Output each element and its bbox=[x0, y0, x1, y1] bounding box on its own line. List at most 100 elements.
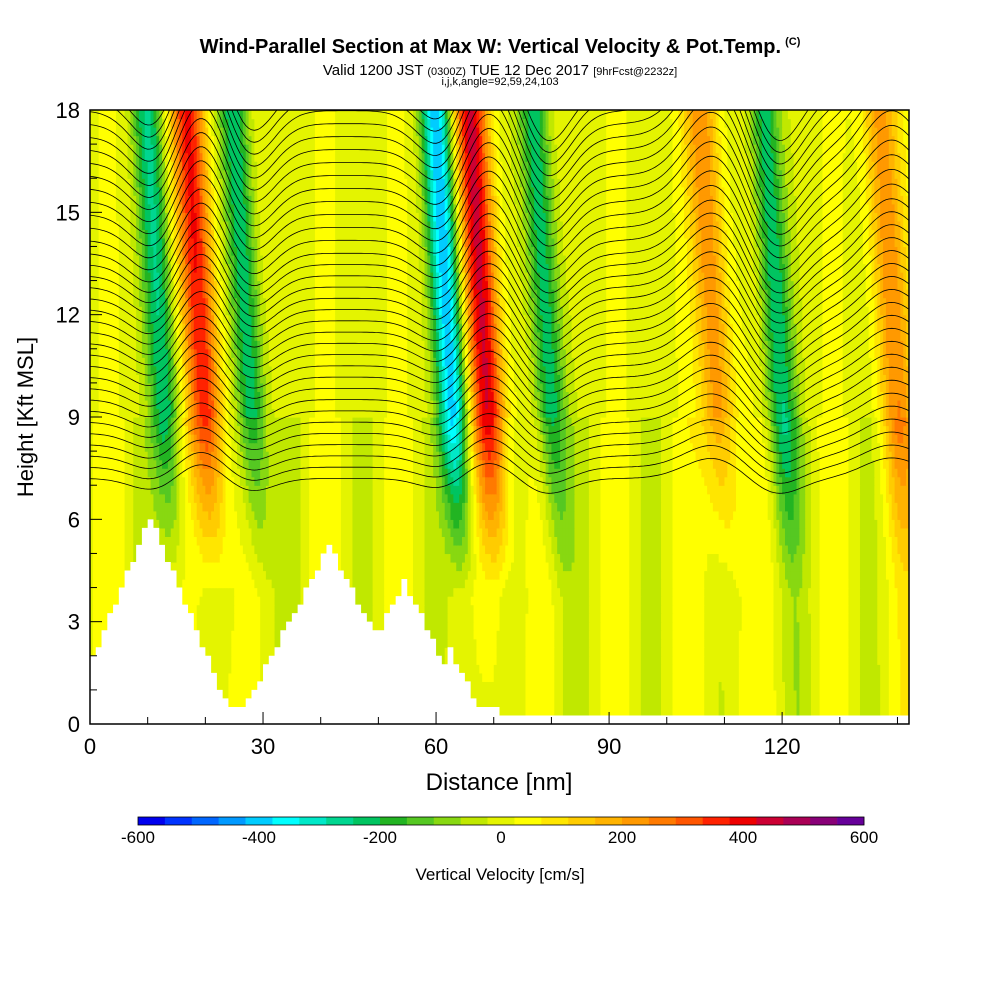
field-cell bbox=[525, 664, 529, 674]
field-cell bbox=[819, 681, 824, 691]
field-cell bbox=[531, 706, 535, 717]
field-cell bbox=[733, 681, 737, 691]
field-cell bbox=[237, 681, 241, 691]
field-cell bbox=[842, 706, 847, 717]
field-cell bbox=[464, 672, 469, 682]
field-cell bbox=[485, 681, 489, 691]
field-cell bbox=[525, 706, 529, 717]
field-cell bbox=[710, 706, 714, 717]
field-cell bbox=[799, 698, 803, 708]
field-cell bbox=[802, 698, 806, 708]
field-cell bbox=[868, 681, 873, 691]
chart-title: Wind-Parallel Section at Max W: Vertical… bbox=[0, 36, 1000, 59]
field-cell bbox=[574, 698, 578, 708]
field-cell bbox=[534, 672, 538, 682]
field-cell bbox=[903, 706, 907, 717]
field-cell bbox=[865, 689, 870, 700]
field-cell bbox=[591, 689, 596, 700]
field-cell bbox=[816, 698, 821, 708]
field-cell bbox=[580, 672, 584, 682]
field-cell bbox=[776, 681, 780, 691]
field-cell bbox=[522, 698, 527, 708]
field-cell bbox=[903, 698, 907, 708]
field-cell bbox=[586, 689, 590, 700]
field-cell bbox=[880, 698, 884, 708]
field-cell bbox=[470, 664, 475, 674]
field-cell bbox=[756, 672, 760, 682]
field-cell bbox=[773, 689, 777, 700]
field-cell bbox=[880, 681, 884, 691]
field-cell bbox=[617, 672, 622, 682]
field-cell bbox=[834, 706, 838, 717]
field-cell bbox=[735, 706, 740, 717]
field-cell bbox=[588, 689, 593, 700]
field-cell bbox=[834, 689, 838, 700]
field-cell bbox=[237, 698, 241, 708]
field-cell bbox=[583, 706, 587, 717]
field-cell bbox=[805, 698, 809, 708]
field-cell bbox=[877, 672, 881, 682]
field-cell bbox=[234, 664, 238, 674]
field-cell bbox=[482, 681, 486, 691]
field-cell bbox=[580, 664, 584, 674]
field-cell bbox=[652, 681, 656, 691]
field-cell bbox=[643, 681, 648, 691]
field-cell bbox=[583, 681, 587, 691]
field-cell bbox=[635, 672, 639, 682]
field-cell bbox=[730, 689, 734, 700]
field-cell bbox=[710, 698, 714, 708]
field-cell bbox=[796, 706, 801, 717]
field-cell bbox=[482, 689, 486, 700]
field-cell bbox=[551, 698, 555, 708]
field-cell bbox=[462, 664, 466, 674]
field-cell bbox=[900, 706, 904, 717]
field-cell bbox=[629, 706, 633, 717]
field-cell bbox=[770, 706, 775, 717]
field-cell bbox=[522, 706, 527, 717]
field-cell bbox=[565, 664, 570, 674]
field-cell bbox=[617, 706, 622, 717]
field-cell bbox=[770, 698, 775, 708]
field-cell bbox=[710, 672, 714, 682]
field-cell bbox=[649, 689, 653, 700]
field-cell bbox=[531, 672, 535, 682]
field-cell bbox=[560, 689, 564, 700]
field-cell bbox=[228, 664, 232, 674]
field-cell bbox=[513, 689, 518, 700]
field-cell bbox=[632, 672, 636, 682]
field-cell bbox=[658, 706, 662, 717]
field-cell bbox=[490, 664, 495, 674]
field-cell bbox=[681, 698, 685, 708]
field-cell bbox=[782, 681, 786, 691]
field-cell bbox=[562, 672, 567, 682]
field-cell bbox=[660, 681, 665, 691]
field-cell bbox=[245, 689, 250, 700]
field-cell bbox=[712, 698, 717, 708]
field-cell bbox=[885, 706, 890, 717]
field-cell bbox=[787, 706, 792, 717]
field-cell bbox=[554, 698, 558, 708]
field-cell bbox=[597, 689, 602, 700]
field-cell bbox=[502, 672, 506, 682]
field-cell bbox=[655, 681, 659, 691]
field-cell bbox=[744, 681, 749, 691]
field-cell bbox=[793, 681, 798, 691]
field-cell bbox=[485, 698, 489, 708]
field-cell bbox=[782, 689, 786, 700]
field-cell bbox=[834, 681, 838, 691]
field-cell bbox=[551, 681, 555, 691]
field-cell bbox=[513, 706, 518, 717]
field-cell bbox=[254, 672, 258, 682]
field-cell bbox=[551, 689, 555, 700]
field-cell bbox=[225, 681, 230, 691]
field-cell bbox=[802, 706, 806, 717]
field-cell bbox=[672, 672, 677, 682]
field-cell bbox=[554, 689, 558, 700]
field-cell bbox=[868, 706, 873, 717]
field-cell bbox=[787, 698, 792, 708]
field-cell bbox=[851, 672, 855, 682]
field-cell bbox=[487, 698, 492, 708]
field-cell bbox=[767, 698, 772, 708]
field-cell bbox=[851, 681, 855, 691]
field-cell bbox=[542, 664, 547, 674]
